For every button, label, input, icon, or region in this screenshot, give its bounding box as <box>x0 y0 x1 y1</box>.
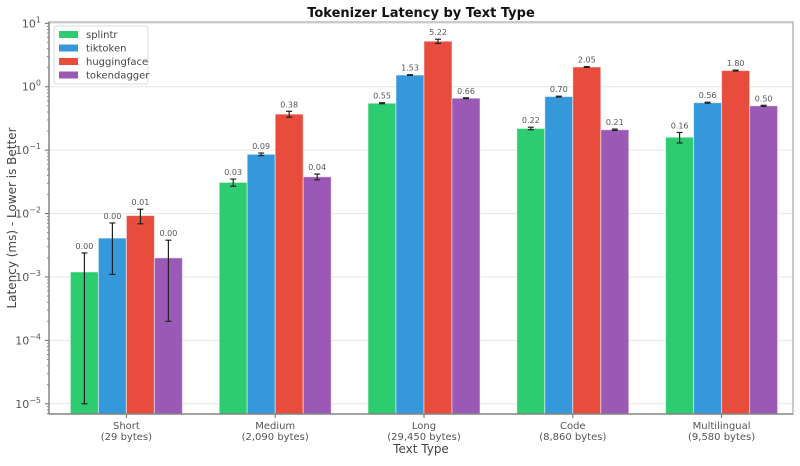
y-tick-label: 10−2 <box>15 206 41 221</box>
data-label: 0.21 <box>606 118 624 127</box>
bar-tokendagger <box>749 105 779 415</box>
x-tick-label-sub: (2,090 bytes) <box>242 432 309 443</box>
data-label: 0.09 <box>252 142 270 151</box>
bar-huggingface <box>125 215 155 415</box>
x-tick-label-sub: (8,860 bytes) <box>539 432 606 443</box>
legend-label: huggingface <box>86 57 148 68</box>
bar-huggingface <box>572 66 602 415</box>
data-label: 0.00 <box>159 229 177 238</box>
bar-tokendagger <box>600 129 630 415</box>
legend-swatch-tiktoken <box>59 44 78 52</box>
bar-splintr <box>665 136 695 415</box>
legend-box <box>53 25 149 85</box>
bar-splintr <box>367 102 397 415</box>
data-label: 0.66 <box>457 87 475 96</box>
legend: splintr tiktoken huggingface tokendagger <box>53 25 150 85</box>
bar-tokendagger <box>302 176 332 415</box>
bar-huggingface <box>423 40 453 415</box>
bar-tokendagger <box>451 97 481 415</box>
x-tick-label-sub: (29,450 bytes) <box>387 432 461 443</box>
data-label: 0.22 <box>522 116 540 125</box>
data-label: 0.00 <box>103 212 121 221</box>
bar-tiktoken <box>246 153 276 415</box>
x-tick-label: Code <box>560 421 586 432</box>
bar-splintr <box>218 181 248 415</box>
data-label: 0.38 <box>280 100 298 109</box>
data-label: 0.01 <box>131 198 149 207</box>
data-label: 0.00 <box>75 242 93 251</box>
y-tick-label: 10−1 <box>15 142 41 157</box>
y-tick-label: 10−3 <box>15 269 41 284</box>
x-tick-label: Multilingual <box>693 421 751 432</box>
y-tick-label: 10−5 <box>15 396 41 411</box>
x-tick-label-sub: (29 bytes) <box>101 432 152 443</box>
y-tick-label: 10−4 <box>15 332 41 347</box>
data-label: 2.05 <box>578 56 596 65</box>
bar-huggingface <box>721 70 751 415</box>
bar-huggingface <box>274 113 304 415</box>
chart-title: Tokenizer Latency by Text Type <box>307 6 535 21</box>
bar-tiktoken <box>395 74 425 415</box>
y-axis-label: Latency (ms) - Lower is Better <box>5 127 19 308</box>
legend-swatch-splintr <box>59 31 78 38</box>
data-label: 0.55 <box>373 92 391 101</box>
y-tick-label: 100 <box>22 79 41 94</box>
legend-swatch-tokendagger <box>59 71 78 79</box>
legend-label: splintr <box>86 30 118 41</box>
data-label: 0.70 <box>550 85 568 94</box>
data-label: 0.16 <box>671 121 689 130</box>
x-axis-label: Text Type <box>392 442 449 456</box>
x-tick-label: Long <box>412 421 436 432</box>
bar-tiktoken <box>544 96 574 415</box>
y-tick-label: 101 <box>22 15 41 30</box>
data-label: 0.50 <box>755 94 773 103</box>
x-tick-label-sub: (9,580 bytes) <box>688 432 755 443</box>
legend-label: tiktoken <box>86 44 126 55</box>
x-tick-label: Medium <box>255 421 295 432</box>
bar-tiktoken <box>693 102 723 415</box>
data-label: 0.56 <box>699 91 717 100</box>
data-label: 1.80 <box>727 59 745 68</box>
data-label: 0.03 <box>224 168 242 177</box>
data-label: 1.53 <box>401 64 419 73</box>
data-label: 5.22 <box>429 28 447 37</box>
bar-splintr <box>516 127 546 415</box>
legend-label: tokendagger <box>86 71 150 82</box>
legend-swatch-huggingface <box>59 58 78 65</box>
data-label: 0.04 <box>308 163 326 172</box>
x-tick-label: Short <box>113 421 140 432</box>
